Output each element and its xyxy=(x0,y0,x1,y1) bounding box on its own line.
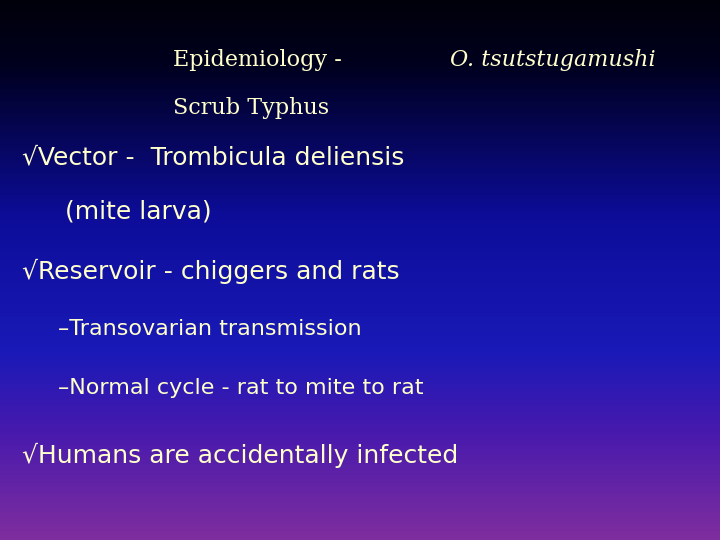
Text: –Transovarian transmission: –Transovarian transmission xyxy=(58,319,361,339)
Text: √Humans are accidentally infected: √Humans are accidentally infected xyxy=(22,443,458,468)
Text: –Normal cycle - rat to mite to rat: –Normal cycle - rat to mite to rat xyxy=(58,378,423,398)
Text: (mite larva): (mite larva) xyxy=(65,200,212,224)
Text: √Vector -  Trombicula deliensis: √Vector - Trombicula deliensis xyxy=(22,146,404,170)
Text: O. tsutstugamushi: O. tsutstugamushi xyxy=(450,49,656,71)
Text: √Reservoir - chiggers and rats: √Reservoir - chiggers and rats xyxy=(22,259,399,285)
Text: Scrub Typhus: Scrub Typhus xyxy=(173,97,329,119)
Text: Epidemiology -: Epidemiology - xyxy=(173,49,348,71)
